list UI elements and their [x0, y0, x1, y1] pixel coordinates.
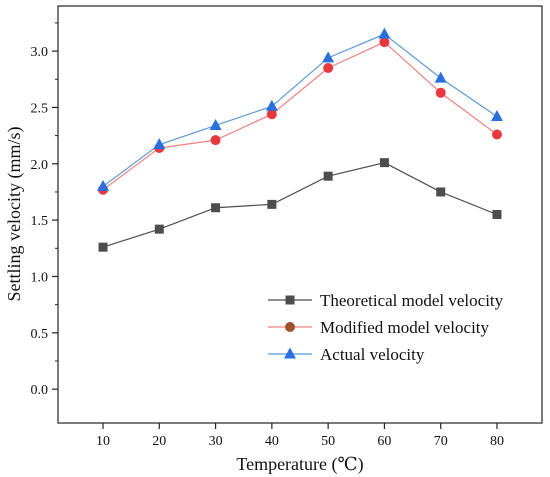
- x-tick-label: 50: [321, 434, 335, 449]
- x-tick-label: 30: [209, 434, 223, 449]
- series-triangle: [97, 27, 503, 191]
- y-tick-label: 0.0: [31, 383, 49, 398]
- data-point: [209, 118, 222, 130]
- data-point: [434, 71, 447, 83]
- series-circle: [98, 37, 502, 195]
- data-point: [436, 187, 446, 197]
- data-point: [97, 179, 110, 191]
- x-axis: 10 20 30 40 50 60 70 80: [96, 423, 504, 449]
- series-line: [102, 41, 498, 191]
- data-point: [153, 138, 166, 150]
- legend-entry: Theoretical model velocity: [268, 291, 504, 310]
- legend: Theoretical model velocity Modified model…: [268, 291, 504, 364]
- data-point: [491, 129, 502, 140]
- legend-label: Theoretical model velocity: [320, 291, 504, 310]
- data-point: [323, 62, 334, 73]
- series-square: [98, 158, 502, 252]
- legend-entry: Modified model velocity: [268, 318, 490, 337]
- data-point: [265, 99, 278, 111]
- data-point: [210, 135, 221, 146]
- plot-frame: [57, 5, 543, 424]
- data-point: [435, 87, 446, 98]
- x-tick-label: 80: [490, 434, 504, 449]
- x-tick-label: 70: [434, 434, 448, 449]
- y-axis-title: Settling velocity (mm/s): [4, 127, 25, 302]
- data-point: [266, 109, 277, 120]
- data-point: [379, 158, 389, 168]
- x-tick-label: 40: [265, 434, 279, 449]
- y-tick-label: 1.5: [31, 214, 49, 229]
- legend-marker: [284, 347, 296, 359]
- legend-label: Actual velocity: [320, 345, 425, 364]
- y-tick-label: 1.0: [31, 270, 49, 285]
- data-point: [492, 210, 502, 219]
- legend-marker: [285, 295, 295, 305]
- y-tick-label: 2.5: [31, 101, 49, 116]
- series-line: [102, 162, 498, 248]
- legend-entry: Actual velocity: [268, 345, 425, 364]
- data-point: [98, 242, 108, 252]
- data-point: [323, 171, 333, 181]
- y-tick-label: 0.5: [31, 327, 49, 342]
- data-point: [267, 199, 277, 209]
- data-point: [379, 37, 390, 48]
- legend-marker: [285, 322, 295, 332]
- series-line: [102, 33, 498, 187]
- series-layer: [97, 27, 503, 252]
- data-point: [378, 27, 391, 39]
- y-tick-label: 2.0: [31, 158, 49, 173]
- data-point: [211, 203, 221, 213]
- x-tick-label: 10: [96, 434, 110, 449]
- y-axis: 0.0 0.5 1.0 1.5 2.0 2.5 3.0: [31, 22, 58, 398]
- x-tick-label: 20: [152, 434, 166, 449]
- data-point: [322, 51, 335, 63]
- y-tick-label: 3.0: [31, 45, 49, 60]
- data-point: [154, 224, 164, 234]
- data-point: [490, 109, 503, 121]
- plot-area: [57, 5, 543, 424]
- legend-label: Modified model velocity: [320, 318, 490, 337]
- x-tick-label: 60: [377, 434, 391, 449]
- x-axis-title: Temperature (℃): [236, 454, 363, 475]
